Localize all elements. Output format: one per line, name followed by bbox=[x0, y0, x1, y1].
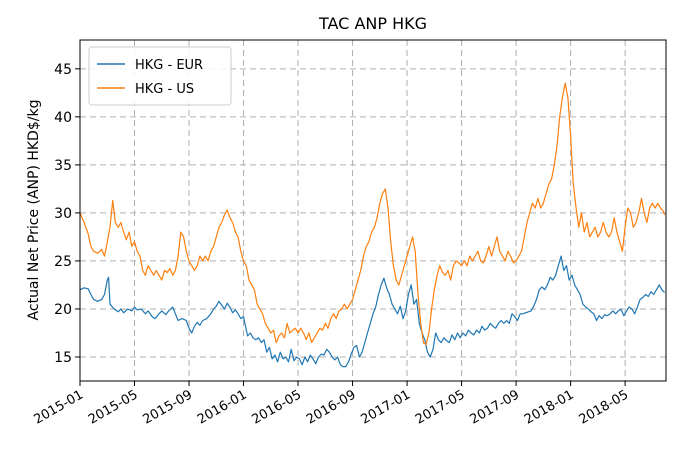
y-tick-label: 25 bbox=[54, 254, 72, 270]
y-axis: 15 20 25 30 35 40 45 bbox=[54, 62, 80, 366]
y-tick-label: 15 bbox=[54, 350, 72, 366]
x-tick-label: 2016-05 bbox=[249, 387, 304, 427]
x-tick-label: 2017-05 bbox=[413, 387, 468, 427]
y-tick-label: 35 bbox=[54, 158, 72, 174]
x-tick-label: 2016-01 bbox=[195, 387, 250, 427]
series-layer bbox=[79, 82, 666, 368]
x-tick-label: 2018-05 bbox=[577, 387, 632, 427]
chart-title: TAC ANP HKG bbox=[318, 14, 427, 33]
x-axis: 2015-01 2015-05 2015-09 2016-01 2016-05 2016-… bbox=[31, 381, 631, 428]
y-tick-label: 30 bbox=[54, 206, 72, 222]
x-tick-label: 2015-05 bbox=[86, 387, 141, 427]
x-tick-label: 2018-01 bbox=[522, 387, 577, 427]
legend-box bbox=[88, 46, 232, 106]
x-tick-label: 2015-09 bbox=[140, 387, 195, 427]
y-tick-label: 20 bbox=[54, 302, 72, 318]
x-tick-label: 2016-09 bbox=[304, 387, 359, 427]
x-tick-label: 2017-01 bbox=[359, 387, 414, 427]
series-line-hkg-us bbox=[79, 82, 666, 346]
series-line-hkg-eur bbox=[79, 255, 666, 368]
x-tick-label: 2015-01 bbox=[31, 387, 86, 427]
legend-label: HKG - EUR bbox=[135, 58, 203, 73]
y-tick-label: 45 bbox=[54, 62, 72, 78]
plot-frame bbox=[79, 39, 667, 382]
legend: HKG - EUR HKG - US bbox=[88, 46, 232, 106]
legend-label: HKG - US bbox=[135, 82, 194, 97]
y-axis-label: Actual Net Price (ANP) HKD$/kg bbox=[26, 100, 42, 321]
x-tick-label: 2017-09 bbox=[468, 387, 523, 427]
y-tick-label: 40 bbox=[54, 110, 72, 126]
grid-lines bbox=[79, 40, 666, 381]
